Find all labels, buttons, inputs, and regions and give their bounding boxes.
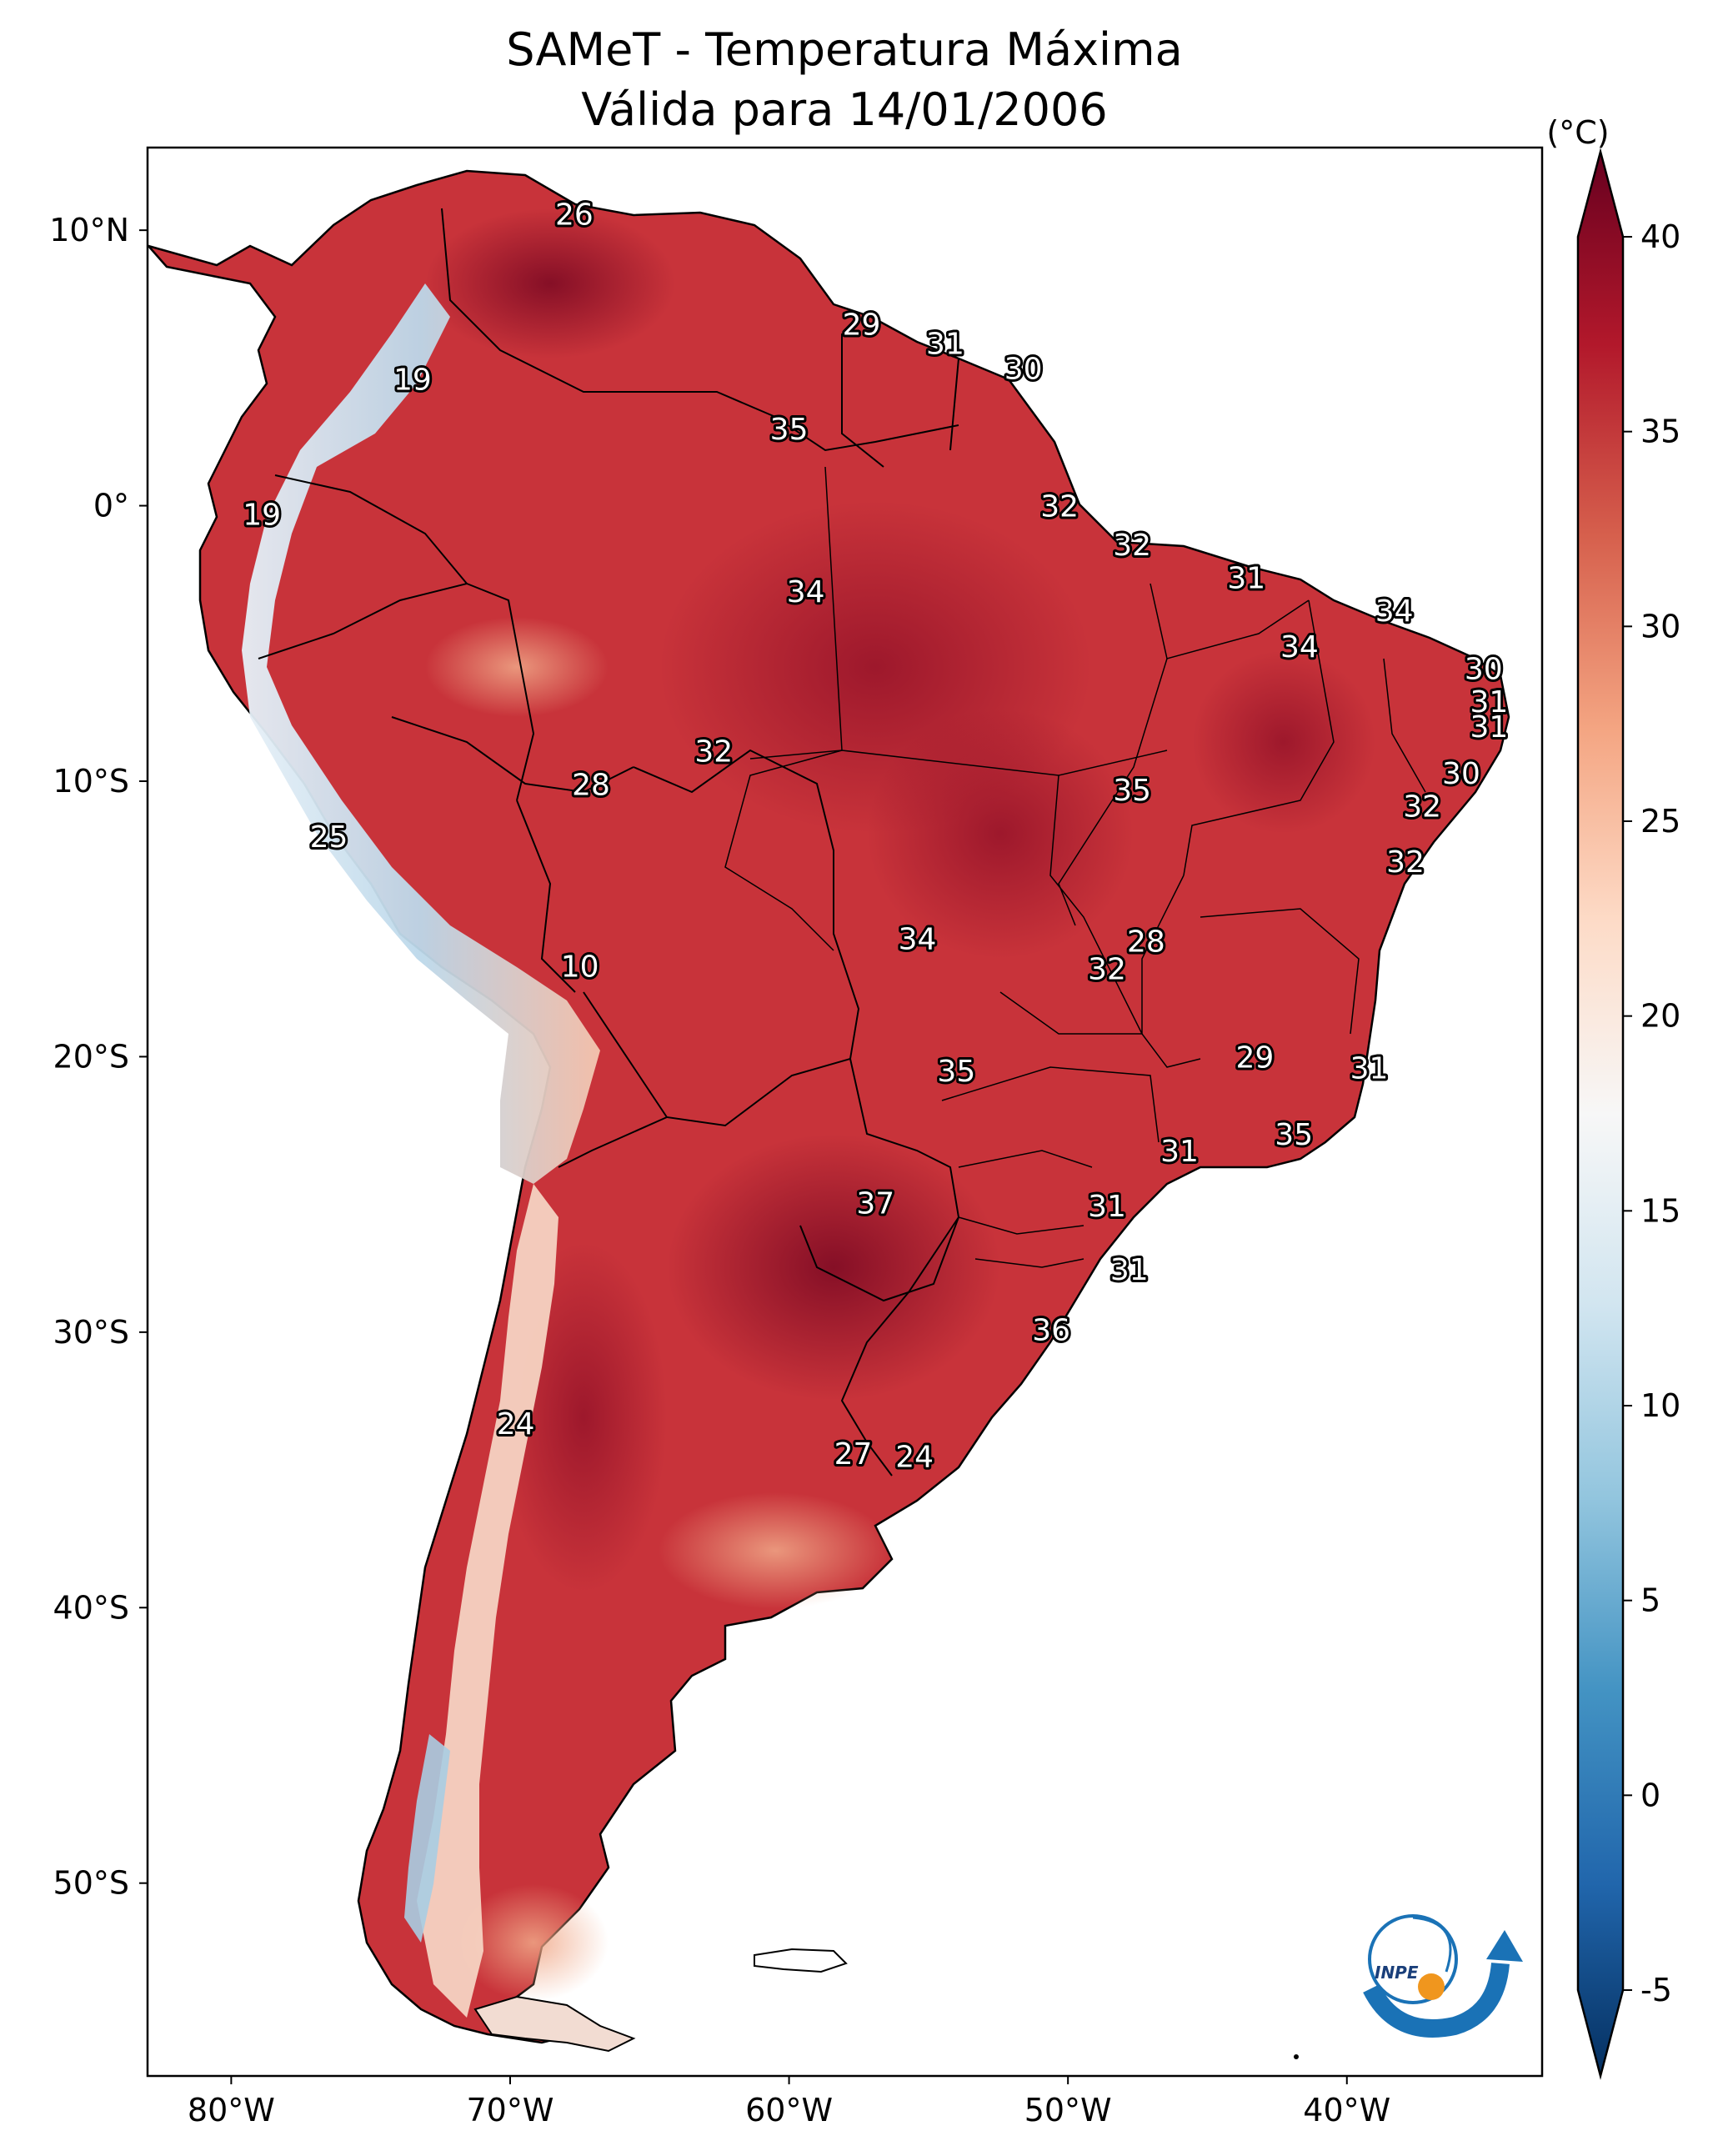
temperature-label: 28: [1127, 925, 1165, 960]
latitude-tick-label: 10°S: [53, 763, 129, 800]
andes-cool-band: [242, 283, 600, 1184]
south-america-landmass: [148, 169, 1510, 2044]
colorbar-unit: (°C): [1546, 114, 1609, 151]
temperature-label: 37: [856, 1187, 894, 1221]
temperature-label: 35: [770, 413, 809, 447]
temperature-label: 31: [1227, 561, 1265, 595]
colorbar-tick-label: 15: [1640, 1192, 1680, 1229]
falkland-islands: [754, 1948, 848, 1973]
temperature-label: 30: [1442, 757, 1480, 791]
temperature-label: 34: [787, 575, 825, 609]
latitude-tick-label: 20°S: [53, 1038, 129, 1075]
temperature-label: 10: [561, 950, 599, 984]
tierra-del-fuego: [473, 1995, 636, 2053]
colorbar-tick-label: 20: [1640, 998, 1680, 1035]
hot-region-chaco: [667, 1134, 1000, 1401]
latitude-ticks: 10°N 0° 10°S 20°S 30°S 40°S 50°S: [49, 212, 148, 1902]
temperature-label: 35: [1275, 1118, 1313, 1152]
temperature-label: 34: [1280, 630, 1319, 664]
temperature-label: 29: [843, 308, 881, 342]
colorbar-body: [1576, 148, 1625, 2080]
temperature-label: 31: [1350, 1052, 1389, 1086]
temperature-label: 32: [1113, 529, 1151, 563]
southern-andes-band: [417, 1184, 558, 2018]
temperature-label: 36: [1032, 1314, 1070, 1348]
temperature-label: 31: [1470, 685, 1509, 720]
latitude-tick-label: 40°S: [53, 1589, 129, 1626]
south-georgia-dot: [1294, 2054, 1299, 2059]
colorbar-tick-label: 10: [1640, 1387, 1680, 1424]
colorbar-tick-label: 25: [1640, 803, 1680, 840]
temperature-label: 28: [572, 768, 610, 802]
temperature-label: 27: [834, 1437, 873, 1472]
colorbar-tick-label: 35: [1640, 414, 1680, 450]
temperature-label: 31: [1160, 1135, 1199, 1169]
latitude-tick-label: 0°: [93, 488, 129, 524]
patagonian-icefield-band: [404, 1734, 450, 1943]
map-area: [148, 169, 1510, 2059]
inpe-logo-text: INPE: [1375, 1963, 1419, 1983]
temperature-label: 30: [1465, 653, 1503, 687]
temperature-label: 24: [895, 1441, 934, 1475]
temperature-label: 26: [555, 198, 594, 232]
colorbar: 40 35 30 25 20 15 10 5 0 -5 (°C): [1546, 114, 1680, 2080]
longitude-tick-label: 70°W: [467, 2092, 554, 2128]
colorbar-ticks: 40 35 30 25 20 15 10 5 0 -5: [1623, 218, 1680, 2008]
latitude-tick-label: 50°S: [53, 1865, 129, 1902]
longitude-tick-label: 80°W: [188, 2092, 275, 2128]
temperature-label: 34: [899, 922, 937, 956]
temperature-label: 31: [1088, 1190, 1126, 1224]
temperature-label: 25: [310, 820, 348, 855]
longitude-tick-label: 50°W: [1024, 2092, 1112, 2128]
temperature-label: 29: [1235, 1040, 1274, 1075]
temperature-label: 32: [1088, 953, 1126, 987]
state-borders: [724, 466, 1426, 1268]
temperature-label: 31: [926, 328, 964, 362]
temperature-label: 35: [937, 1055, 975, 1089]
hot-region-northeast: [1192, 650, 1375, 834]
chart-title-line1: SAMeT - Temperatura Máxima: [506, 23, 1182, 76]
colorbar-tick-label: 0: [1640, 1777, 1660, 1813]
colorbar-tick-label: -5: [1640, 1972, 1672, 2008]
temperature-label: 32: [1040, 490, 1079, 524]
colorbar-tick-label: 5: [1640, 1582, 1660, 1619]
temperature-label: 32: [1403, 790, 1441, 825]
inpe-logo: INPE: [1363, 1914, 1523, 2038]
temperature-label: 32: [1386, 845, 1425, 880]
hot-region-venezuela: [425, 208, 675, 358]
temperature-label: 24: [497, 1407, 535, 1442]
chart-title-line2: Válida para 14/01/2006: [581, 83, 1107, 136]
temperature-label: 30: [1004, 352, 1043, 386]
temperature-label: 31: [1110, 1253, 1149, 1287]
temperature-label: 35: [1113, 774, 1151, 808]
colorbar-tick-label: 30: [1640, 608, 1680, 644]
temperature-label: 19: [393, 364, 432, 398]
warm-region-south: [458, 1884, 609, 2001]
map-frame: [146, 146, 1544, 2078]
temperature-label: 19: [243, 498, 281, 532]
country-borders: [258, 208, 960, 1477]
warm-region-peru-lowland: [425, 617, 609, 717]
longitude-tick-label: 60°W: [745, 2092, 833, 2128]
longitude-ticks: 80°W 70°W 60°W 50°W 40°W: [188, 2076, 1390, 2128]
temperature-label: 34: [1375, 594, 1414, 629]
temperature-label: 32: [694, 735, 733, 770]
hot-region-central-brazil: [867, 709, 1134, 959]
latitude-tick-label: 30°S: [53, 1314, 129, 1351]
temperature-label: 31: [1470, 710, 1509, 745]
longitude-tick-label: 40°W: [1303, 2092, 1390, 2128]
warm-region-pampas: [659, 1492, 892, 1609]
latitude-tick-label: 10°N: [49, 212, 129, 248]
colorbar-tick-label: 40: [1640, 218, 1680, 255]
